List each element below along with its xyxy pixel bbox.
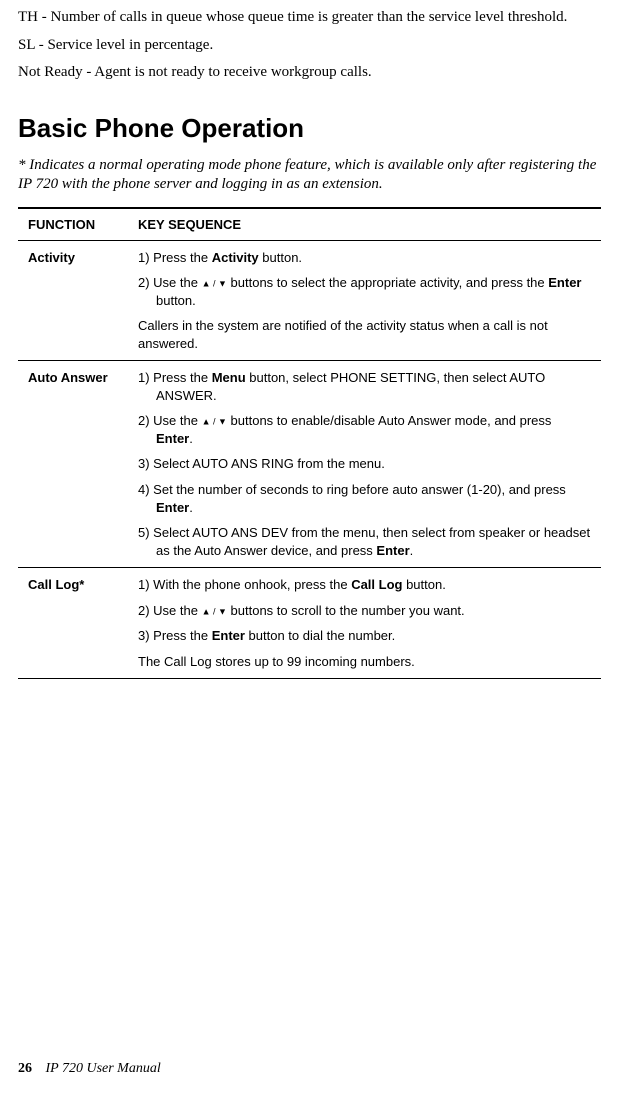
column-header-function: FUNCTION — [18, 208, 128, 241]
activity-step-2: 2) Use the ▲ / ▼ buttons to select the a… — [138, 274, 591, 309]
intro-th-definition: TH - Number of calls in queue whose queu… — [18, 8, 601, 28]
table-row: Activity 1) Press the Activity button. 2… — [18, 240, 601, 361]
function-name-activity: Activity — [18, 240, 128, 361]
key-sequence-call-log: 1) With the phone onhook, press the Call… — [128, 568, 601, 679]
activity-note: Callers in the system are notified of th… — [138, 317, 591, 352]
table-row: Auto Answer 1) Press the Menu button, se… — [18, 361, 601, 568]
phone-operation-table: FUNCTION KEY SEQUENCE Activity 1) Press … — [18, 207, 601, 680]
up-down-arrows-icon: ▲ / ▼ — [202, 279, 227, 289]
key-sequence-activity: 1) Press the Activity button. 2) Use the… — [128, 240, 601, 361]
call-log-step-2: 2) Use the ▲ / ▼ buttons to scroll to th… — [138, 602, 591, 620]
key-sequence-auto-answer: 1) Press the Menu button, select PHONE S… — [128, 361, 601, 568]
activity-step-1: 1) Press the Activity button. — [138, 249, 591, 267]
auto-answer-step-3: 3) Select AUTO ANS RING from the menu. — [138, 455, 591, 473]
intro-not-ready-definition: Not Ready - Agent is not ready to receiv… — [18, 63, 601, 83]
call-log-step-3: 3) Press the Enter button to dial the nu… — [138, 627, 591, 645]
operating-mode-note: * Indicates a normal operating mode phon… — [18, 156, 601, 195]
call-log-step-1: 1) With the phone onhook, press the Call… — [138, 576, 591, 594]
auto-answer-step-1: 1) Press the Menu button, select PHONE S… — [138, 369, 591, 404]
intro-sl-definition: SL - Service level in percentage. — [18, 36, 601, 56]
auto-answer-step-5: 5) Select AUTO ANS DEV from the menu, th… — [138, 524, 591, 559]
page-number: 26 — [18, 1061, 32, 1076]
function-name-auto-answer: Auto Answer — [18, 361, 128, 568]
column-header-key-sequence: KEY SEQUENCE — [128, 208, 601, 241]
call-log-note: The Call Log stores up to 99 incoming nu… — [138, 653, 591, 671]
up-down-arrows-icon: ▲ / ▼ — [202, 417, 227, 427]
function-name-call-log: Call Log* — [18, 568, 128, 679]
table-row: Call Log* 1) With the phone onhook, pres… — [18, 568, 601, 679]
section-heading: Basic Phone Operation — [18, 113, 601, 144]
footer-manual-title: IP 720 User Manual — [46, 1061, 161, 1076]
auto-answer-step-4: 4) Set the number of seconds to ring bef… — [138, 481, 591, 516]
up-down-arrows-icon: ▲ / ▼ — [202, 606, 227, 616]
page-footer: 26 IP 720 User Manual — [18, 1061, 161, 1077]
auto-answer-step-2: 2) Use the ▲ / ▼ buttons to enable/disab… — [138, 412, 591, 447]
